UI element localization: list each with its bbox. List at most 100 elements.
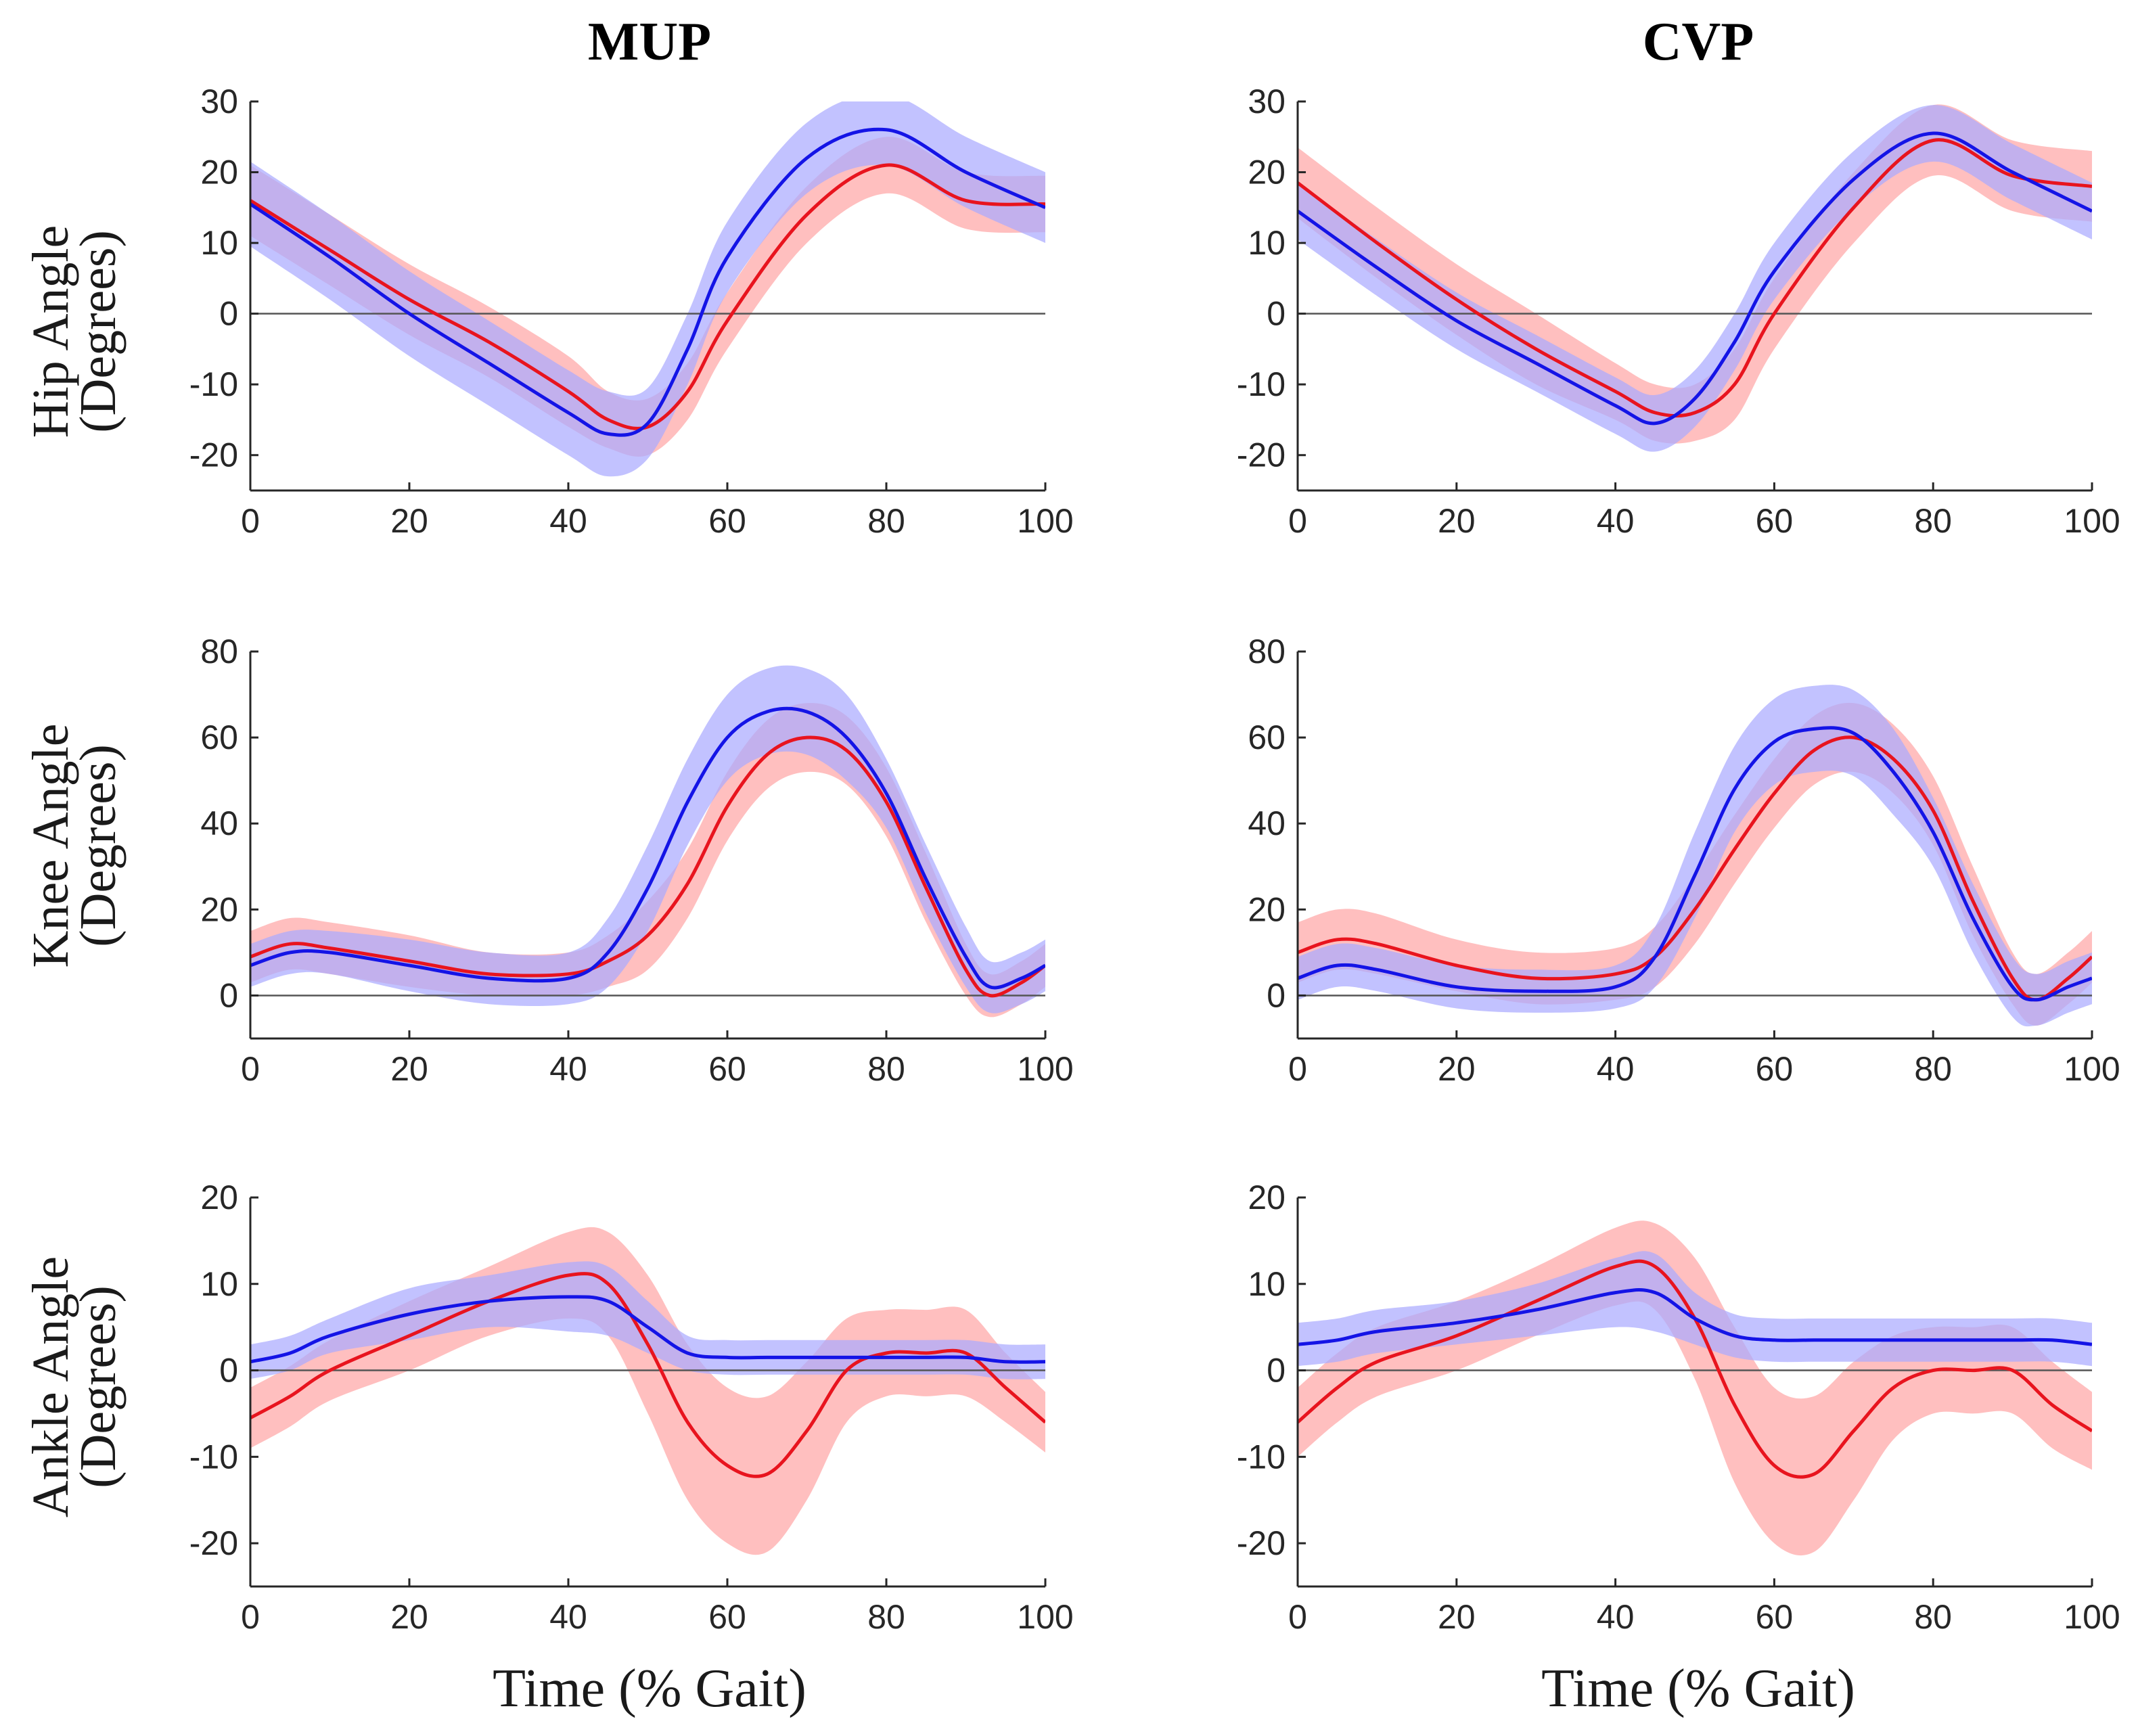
plot-area bbox=[250, 665, 1045, 1018]
mean-line-red bbox=[1298, 138, 2092, 418]
x-tick-label: 0 bbox=[241, 1050, 260, 1088]
x-tick-label: 80 bbox=[1914, 1598, 1952, 1636]
x-tick-label: 80 bbox=[1914, 1050, 1952, 1088]
y-tick-label: 40 bbox=[200, 804, 238, 842]
y-tick-label: 30 bbox=[200, 83, 238, 120]
x-tick-label: 0 bbox=[1288, 1050, 1307, 1088]
x-tick-label: 100 bbox=[2064, 502, 2120, 540]
y-tick-label: -10 bbox=[189, 1438, 238, 1476]
panel-knee-mup: 0 20 40 60 80 100 80 60 40 20 0 bbox=[200, 633, 1073, 1088]
x-tick-label: 60 bbox=[1756, 1050, 1794, 1088]
y-tick-label: 80 bbox=[200, 633, 238, 670]
x-tick-label: 0 bbox=[1288, 1598, 1307, 1636]
y-tick-label: 40 bbox=[1248, 804, 1286, 842]
y-tick-label: 0 bbox=[1267, 295, 1286, 333]
plot-area bbox=[250, 1227, 1045, 1555]
x-tick-label: 80 bbox=[867, 1050, 905, 1088]
x-tick-label: 20 bbox=[1438, 1598, 1476, 1636]
x-tick-label: 0 bbox=[1288, 502, 1307, 540]
mean-line-red bbox=[1298, 1259, 2092, 1479]
mean-line-red bbox=[250, 1272, 1045, 1478]
y-tick-label: 60 bbox=[1248, 718, 1286, 756]
x-tick-label: 20 bbox=[390, 1050, 428, 1088]
y-tick-label: 0 bbox=[1267, 1352, 1286, 1390]
x-tick-label: 100 bbox=[2064, 1050, 2120, 1088]
x-tick-label: 100 bbox=[1017, 1050, 1073, 1088]
x-tick-label: 20 bbox=[1438, 1050, 1476, 1088]
y-tick-label: 0 bbox=[219, 1352, 238, 1390]
y-tick-label: 20 bbox=[1248, 890, 1286, 928]
mean-line-blue bbox=[1298, 1288, 2092, 1346]
mean-line-red bbox=[1298, 735, 2092, 1002]
x-tick-label: 60 bbox=[708, 1598, 746, 1636]
ylabel-knee-line1: Knee Angle bbox=[22, 724, 79, 968]
mean-line-red bbox=[250, 163, 1045, 430]
y-tick-label: 0 bbox=[219, 295, 238, 333]
x-tick-label: 0 bbox=[241, 1598, 260, 1636]
y-tick-label: 20 bbox=[1248, 1179, 1286, 1216]
sd-band-red bbox=[250, 703, 1045, 1018]
y-tick-label: -10 bbox=[1237, 1438, 1286, 1476]
plot-area bbox=[1298, 104, 2092, 452]
plot-area bbox=[1298, 1220, 2092, 1556]
sd-band-red bbox=[250, 1227, 1045, 1555]
x-tick-label: 60 bbox=[1756, 1598, 1794, 1636]
xlabel-mup: Time (% Gait) bbox=[493, 1659, 806, 1718]
sd-band-blue bbox=[1298, 685, 2092, 1027]
mean-line-red bbox=[250, 735, 1045, 998]
panel-knee-cvp: 0 20 40 60 80 100 80 60 40 20 0 bbox=[1248, 633, 2120, 1088]
y-tick-label: -20 bbox=[1237, 436, 1286, 474]
ylabel-hip-line1: Hip Angle bbox=[22, 225, 79, 438]
ylabel-ankle: Ankle Angle (Degrees) bbox=[22, 1256, 127, 1517]
sd-band-blue bbox=[250, 101, 1045, 477]
y-tick-label: -10 bbox=[1237, 365, 1286, 403]
x-tick-label: 80 bbox=[867, 502, 905, 540]
sd-band-red bbox=[1298, 1220, 2092, 1556]
mean-line-blue bbox=[250, 706, 1045, 990]
x-tick-label: 40 bbox=[549, 502, 587, 540]
y-tick-label: -20 bbox=[189, 436, 238, 474]
y-tick-label: 10 bbox=[1248, 1265, 1286, 1303]
y-tick-label: 30 bbox=[1248, 83, 1286, 120]
x-tick-label: 60 bbox=[708, 1050, 746, 1088]
plot-area bbox=[250, 101, 1045, 477]
y-tick-label: 20 bbox=[1248, 154, 1286, 191]
ylabel-hip: Hip Angle (Degrees) bbox=[22, 225, 127, 438]
y-tick-label: 20 bbox=[200, 1179, 238, 1216]
mean-line-blue bbox=[1298, 726, 2092, 1002]
sd-band-blue bbox=[250, 1261, 1045, 1379]
sd-band-blue bbox=[1298, 105, 2092, 452]
ylabel-ankle-line1: Ankle Angle bbox=[22, 1256, 79, 1517]
y-tick-label: 20 bbox=[200, 890, 238, 928]
ylabel-hip-line2: (Degrees) bbox=[70, 230, 127, 433]
y-tick-label: 10 bbox=[200, 224, 238, 262]
x-tick-label: 60 bbox=[708, 502, 746, 540]
x-tick-label: 40 bbox=[1597, 502, 1635, 540]
x-tick-label: 40 bbox=[549, 1050, 587, 1088]
x-tick-label: 80 bbox=[1914, 502, 1952, 540]
x-tick-label: 100 bbox=[1017, 1598, 1073, 1636]
y-tick-label: -20 bbox=[189, 1524, 238, 1562]
mean-line-blue bbox=[1298, 131, 2092, 426]
mean-line-blue bbox=[250, 127, 1045, 437]
y-tick-label: -10 bbox=[189, 365, 238, 403]
plot-area bbox=[1298, 685, 2092, 1027]
x-tick-label: 0 bbox=[241, 502, 260, 540]
y-tick-label: 0 bbox=[219, 976, 238, 1014]
column-title-cvp: CVP bbox=[1643, 12, 1754, 72]
x-tick-label: 20 bbox=[390, 502, 428, 540]
xlabel-cvp: Time (% Gait) bbox=[1541, 1659, 1855, 1718]
y-tick-label: 80 bbox=[1248, 633, 1286, 670]
y-tick-label: 0 bbox=[1267, 976, 1286, 1014]
ylabel-ankle-line2: (Degrees) bbox=[70, 1285, 127, 1488]
x-tick-label: 100 bbox=[2064, 1598, 2120, 1636]
x-tick-label: 60 bbox=[1756, 502, 1794, 540]
y-tick-label: 60 bbox=[200, 718, 238, 756]
column-title-mup: MUP bbox=[588, 12, 711, 72]
